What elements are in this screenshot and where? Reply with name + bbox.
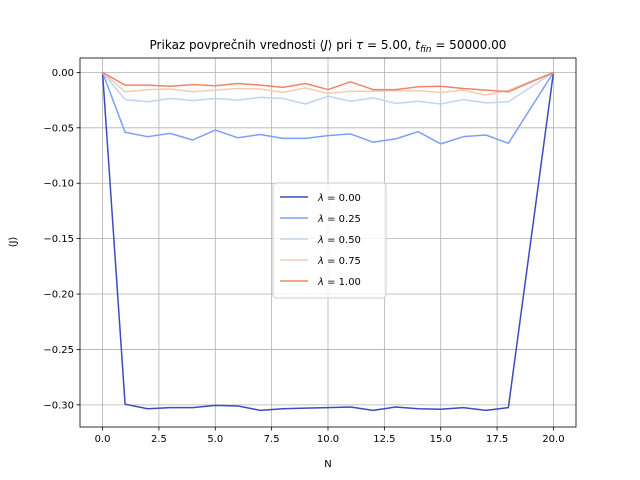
legend-label-4: λ = 1.00: [317, 277, 361, 288]
y-tick-label: −0.30: [43, 400, 74, 411]
series-line-3: [102, 71, 554, 96]
series-line-0: [101, 72, 555, 412]
y-tick-label: −0.25: [43, 345, 74, 356]
x-axis-label: N: [324, 459, 331, 470]
y-tick-label: −0.05: [43, 123, 74, 134]
x-tick-label: 2.5: [151, 434, 167, 445]
series-line-2: [101, 71, 554, 105]
legend-label-3: λ = 0.75: [317, 256, 361, 267]
series-line-4: [102, 71, 554, 93]
x-tick-label: 17.5: [486, 434, 508, 445]
ticks: 0.0 2.5 5.0 7.5 10.0 12.5 15.0 17.5 20.0 0.00 −0.0…: [43, 68, 564, 445]
legend-frame: [272, 182, 387, 299]
x-tick-label: 0.0: [95, 434, 111, 445]
y-tick-label: 0.00: [52, 68, 74, 79]
legend-label-2: λ = 0.50: [317, 235, 361, 246]
series-layer: [101, 71, 555, 412]
legend: λ = 0.00 λ = 0.25 λ = 0.50 λ = 0.75 λ = 1.00: [272, 182, 387, 299]
series-line-1: [101, 72, 555, 145]
y-tick-label: −0.10: [43, 179, 74, 190]
y-axis-label: ⟨J⟩: [8, 237, 19, 248]
legend-label-1: λ = 0.25: [317, 214, 361, 225]
x-tick-label: 20.0: [542, 434, 564, 445]
x-tick-label: 7.5: [264, 434, 280, 445]
x-tick-label: 10.0: [317, 434, 339, 445]
chart-title: Prikaz povprečnih vrednosti ⟨J⟩ pri τ = …: [150, 38, 507, 55]
x-tick-label: 5.0: [207, 434, 223, 445]
x-tick-label: 12.5: [373, 434, 395, 445]
x-tick-label: 15.0: [430, 434, 452, 445]
y-tick-label: −0.20: [43, 290, 74, 301]
y-tick-label: −0.15: [43, 234, 74, 245]
legend-label-0: λ = 0.00: [317, 193, 361, 204]
